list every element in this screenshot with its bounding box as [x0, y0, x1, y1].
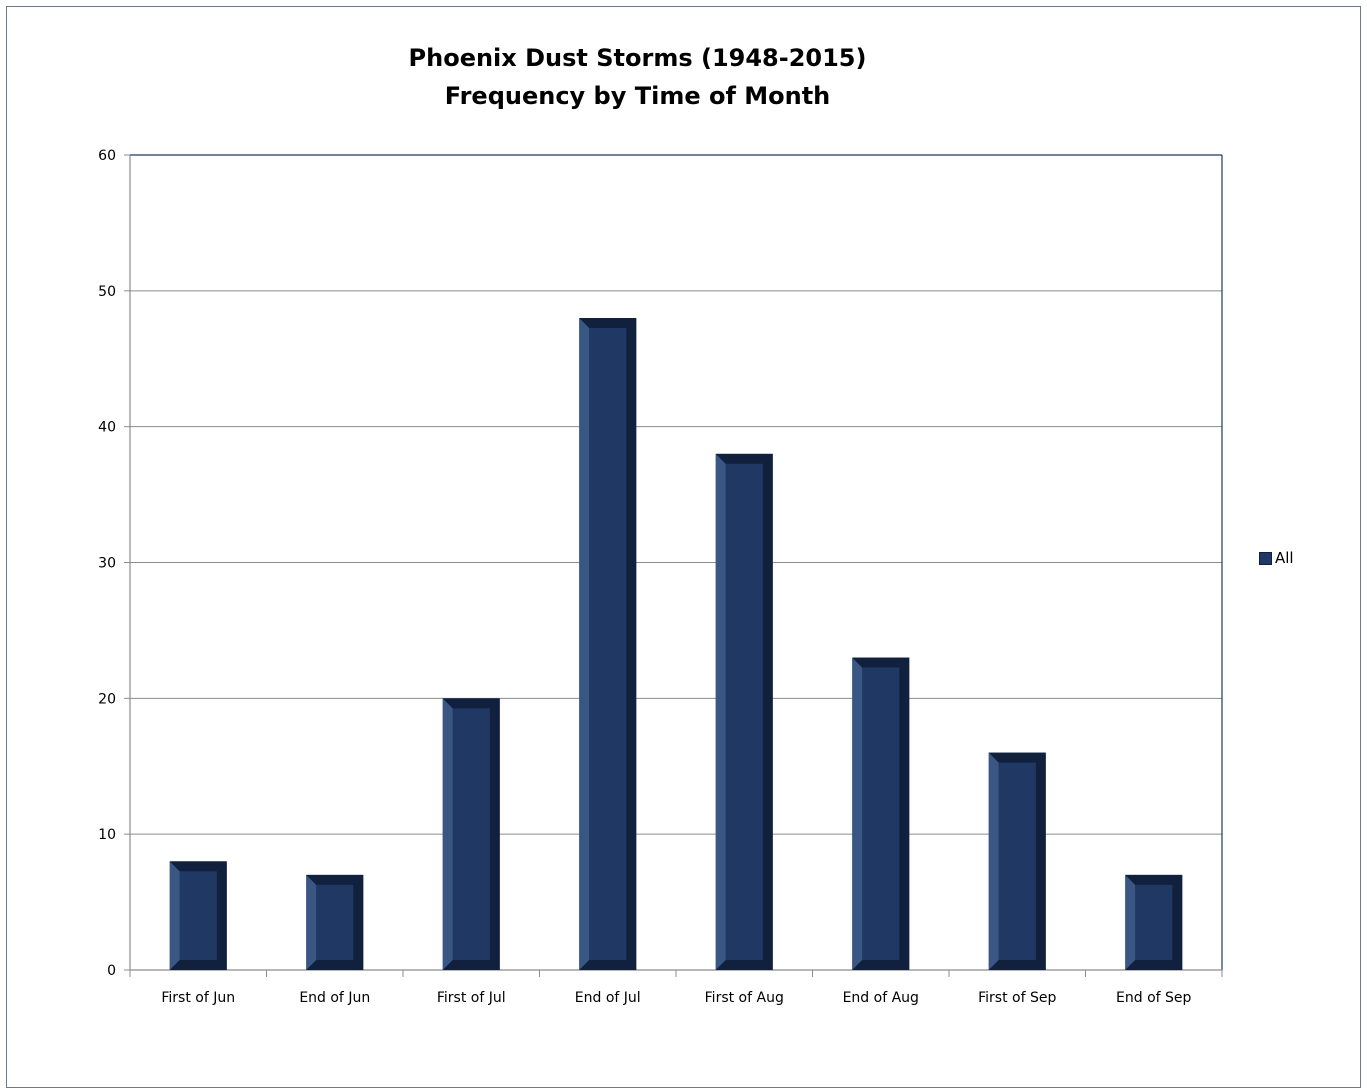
chart-subtitle: Frequency by Time of Month [444, 82, 831, 110]
bar [988, 752, 1046, 970]
y-tick-label: 60 [98, 148, 116, 164]
legend: All [1259, 549, 1294, 567]
x-tick-label: End of Jun [299, 990, 370, 1006]
x-tick-label: First of Jun [161, 990, 235, 1006]
y-tick-label: 20 [98, 691, 116, 707]
bar [169, 861, 227, 970]
x-tick-label: First of Sep [978, 990, 1056, 1006]
x-tick-label: End of Aug [843, 990, 919, 1006]
bar [1125, 874, 1183, 970]
x-tick-label: First of Jul [437, 990, 506, 1006]
bar [579, 318, 637, 970]
x-tick-label: End of Jul [575, 990, 641, 1006]
bar [715, 453, 773, 970]
bar [852, 657, 910, 970]
y-tick-label: 40 [98, 420, 116, 436]
y-tick-label: 0 [107, 963, 116, 979]
y-tick-label: 50 [98, 284, 116, 300]
y-tick-label: 10 [98, 827, 116, 843]
legend-swatch [1259, 551, 1272, 565]
bar [306, 874, 364, 970]
bar [442, 698, 500, 970]
x-tick-label: End of Sep [1116, 990, 1192, 1006]
y-tick-label: 30 [98, 556, 116, 572]
legend-label: All [1275, 549, 1294, 567]
x-tick-label: First of Aug [705, 990, 784, 1006]
chart-title: Phoenix Dust Storms (1948-2015) [408, 44, 867, 72]
